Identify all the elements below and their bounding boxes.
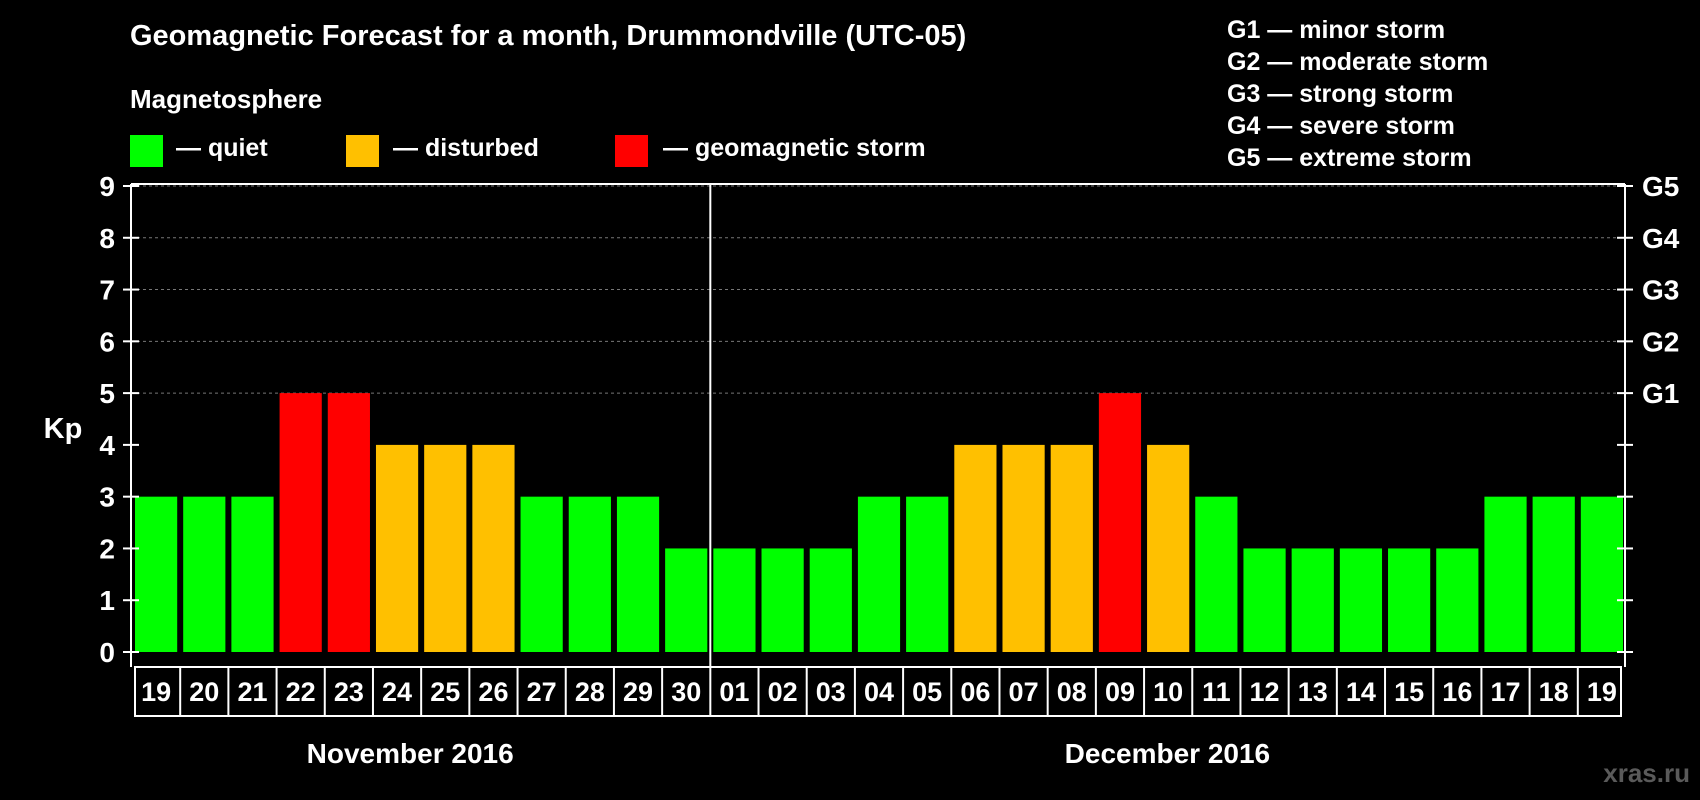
storm-scale-legend: G1 — minor storm G2 — moderate storm G3 … <box>1227 14 1488 174</box>
bar-03-14 <box>809 548 852 652</box>
y-tick-label-0: 0 <box>99 637 115 668</box>
bar-12-23 <box>1243 548 1286 652</box>
bar-09-20 <box>1098 393 1142 652</box>
chart-title: Geomagnetic Forecast for a month, Drummo… <box>130 20 967 52</box>
y-tick-label-1: 1 <box>99 585 115 616</box>
bar-26-7 <box>472 444 515 652</box>
x-tick-label-01-12: 01 <box>719 677 749 707</box>
y-tick-label-3: 3 <box>99 482 115 513</box>
x-tick-label-19-30: 19 <box>1587 677 1617 707</box>
x-tick-label-07-18: 07 <box>1009 677 1039 707</box>
g-scale-label-g4: G4 <box>1642 223 1680 254</box>
x-tick-label-30-11: 30 <box>671 677 701 707</box>
x-tick-label-29-10: 29 <box>623 677 653 707</box>
x-tick-label-27-8: 27 <box>527 677 557 707</box>
source-credit: xras.ru <box>1603 758 1690 788</box>
bar-14-25 <box>1339 548 1383 652</box>
x-tick-label-12-23: 12 <box>1250 677 1280 707</box>
y-axis-label: Kp <box>44 413 83 445</box>
bar-15-26 <box>1388 548 1431 652</box>
x-tick-label-20-1: 20 <box>189 677 219 707</box>
x-tick-label-18-29: 18 <box>1539 677 1569 707</box>
bar-06-17 <box>954 444 997 652</box>
bar-08-19 <box>1050 444 1093 652</box>
bar-21-2 <box>231 496 274 652</box>
x-tick-label-17-28: 17 <box>1490 677 1520 707</box>
y-tick-label-2: 2 <box>99 533 115 564</box>
x-tick-label-21-2: 21 <box>237 677 267 707</box>
bar-29-10 <box>616 496 660 652</box>
g-scale-label-g3: G3 <box>1642 275 1679 306</box>
legend-heading: Magnetosphere <box>130 84 323 114</box>
bar-30-11 <box>665 548 708 652</box>
x-tick-label-14-25: 14 <box>1346 677 1376 707</box>
legend-swatch-quiet <box>130 135 163 167</box>
x-tick-label-10-21: 10 <box>1153 677 1183 707</box>
x-tick-label-02-13: 02 <box>768 677 798 707</box>
bar-02-13 <box>761 548 804 652</box>
bar-17-28 <box>1484 496 1527 652</box>
y-tick-label-7: 7 <box>99 275 115 306</box>
storm-scale-g2: G2 — moderate storm <box>1227 48 1489 76</box>
x-tick-label-11-22: 11 <box>1202 677 1231 707</box>
bar-19-0 <box>135 496 178 652</box>
y-tick-label-4: 4 <box>99 430 115 461</box>
bar-13-24 <box>1291 548 1334 652</box>
g-scale-label-g1: G1 <box>1642 378 1679 409</box>
g-scale-label-g5: G5 <box>1642 171 1679 202</box>
y-tick-label-6: 6 <box>99 326 115 357</box>
bar-22-3 <box>279 393 322 652</box>
month-label-november: November 2016 <box>306 738 514 769</box>
bar-25-6 <box>424 444 467 652</box>
x-tick-label-03-14: 03 <box>816 677 846 707</box>
bar-10-21 <box>1147 444 1190 652</box>
x-tick-label-25-6: 25 <box>430 677 460 707</box>
legend-label-storm: — geomagnetic storm <box>663 134 926 162</box>
bar-28-9 <box>568 496 611 652</box>
x-tick-label-22-3: 22 <box>286 677 316 707</box>
bar-11-22 <box>1195 496 1238 652</box>
bar-01-12 <box>713 548 756 652</box>
y-tick-label-9: 9 <box>99 171 115 202</box>
bar-27-8 <box>520 496 563 652</box>
legend-swatch-storm <box>615 135 648 167</box>
x-tick-label-04-15: 04 <box>864 677 894 707</box>
x-tick-label-24-5: 24 <box>382 677 412 707</box>
bar-24-5 <box>375 444 419 652</box>
g-scale-label-g2: G2 <box>1642 326 1679 357</box>
x-tick-label-13-24: 13 <box>1298 677 1328 707</box>
bar-05-16 <box>906 496 949 652</box>
x-tick-label-26-7: 26 <box>478 677 508 707</box>
x-tick-label-28-9: 28 <box>575 677 605 707</box>
x-tick-label-08-19: 08 <box>1057 677 1087 707</box>
x-label-row <box>134 666 1622 717</box>
y-tick-label-8: 8 <box>99 223 115 254</box>
storm-scale-g4: G4 — severe storm <box>1227 112 1455 140</box>
bar-18-29 <box>1532 496 1575 652</box>
legend-label-quiet: — quiet <box>176 134 268 162</box>
x-tick-label-09-20: 09 <box>1105 677 1135 707</box>
bar-20-1 <box>183 496 226 652</box>
x-tick-label-05-16: 05 <box>912 677 942 707</box>
bar-23-4 <box>327 393 370 652</box>
storm-scale-g5: G5 — extreme storm <box>1227 144 1472 172</box>
legend-swatch-disturbed <box>346 135 379 167</box>
bar-07-18 <box>1002 444 1045 652</box>
x-tick-label-23-4: 23 <box>334 677 364 707</box>
y-tick-label-5: 5 <box>99 378 115 409</box>
storm-scale-g1: G1 — minor storm <box>1227 16 1446 44</box>
x-tick-label-06-17: 06 <box>960 677 990 707</box>
legend-label-disturbed: — disturbed <box>393 134 539 162</box>
x-tick-label-15-26: 15 <box>1394 677 1424 707</box>
storm-scale-g3: G3 — strong storm <box>1227 80 1454 108</box>
month-label-december: December 2016 <box>1064 738 1271 769</box>
bar-04-15 <box>857 496 901 652</box>
bar-19-30 <box>1580 496 1623 652</box>
x-tick-label-19-0: 19 <box>141 677 171 707</box>
x-tick-label-16-27: 16 <box>1442 677 1472 707</box>
bar-16-27 <box>1436 548 1479 652</box>
